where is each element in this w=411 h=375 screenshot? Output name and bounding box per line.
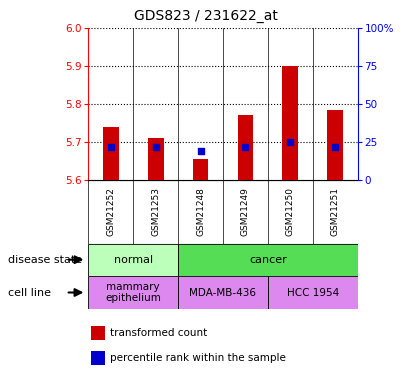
Text: GSM21249: GSM21249 [241,188,250,236]
Point [242,144,249,150]
Text: cell line: cell line [8,288,51,297]
Text: GDS823 / 231622_at: GDS823 / 231622_at [134,9,277,23]
Point [152,144,159,150]
Text: MDA-MB-436: MDA-MB-436 [189,288,256,297]
Text: GSM21248: GSM21248 [196,188,205,236]
Bar [103,127,119,180]
Point [197,148,204,154]
Bar [327,110,343,180]
Point [287,139,293,145]
Text: HCC 1954: HCC 1954 [286,288,339,297]
Text: normal: normal [114,255,153,265]
Bar [193,159,208,180]
Bar [268,276,358,309]
Text: percentile rank within the sample: percentile rank within the sample [110,353,286,363]
Text: GSM21252: GSM21252 [106,188,115,236]
Bar [88,276,178,309]
Text: GSM21251: GSM21251 [330,188,339,236]
Bar [91,351,104,365]
Bar [91,326,104,340]
Bar [178,244,358,276]
Text: disease state: disease state [8,255,82,265]
Bar [148,138,164,180]
Text: mammary
epithelium: mammary epithelium [105,282,161,303]
Text: transformed count: transformed count [110,328,207,338]
Point [108,144,114,150]
Text: GSM21253: GSM21253 [151,188,160,236]
Bar [238,116,253,180]
Bar [88,244,178,276]
Text: cancer: cancer [249,255,287,265]
Bar [282,66,298,180]
Text: GSM21250: GSM21250 [286,188,295,236]
Bar [178,276,268,309]
Point [332,144,338,150]
